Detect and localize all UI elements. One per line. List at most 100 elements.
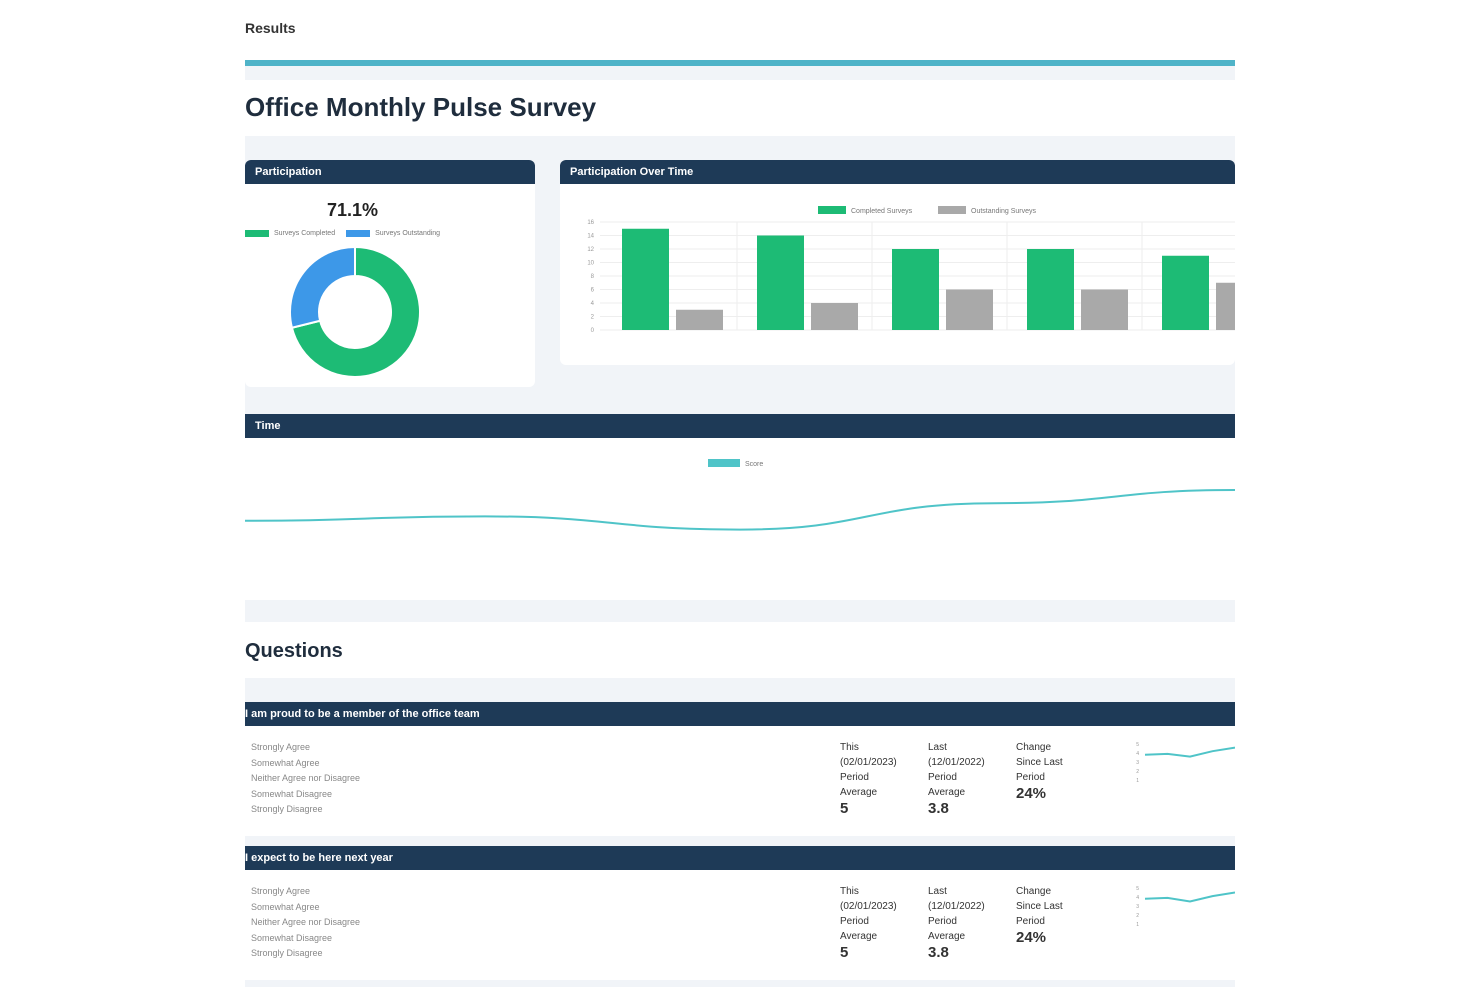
bar-legend: Completed Surveys Outstanding Surveys (818, 206, 1036, 215)
y-tick-label: 4 (1136, 895, 1139, 901)
change-value: 24% (1016, 929, 1047, 946)
y-tick-label: 14 (587, 234, 594, 240)
stat-label: Period (928, 916, 957, 927)
stat-label: Change (1016, 742, 1052, 753)
participation-header: Participation (245, 160, 535, 184)
stat-label: Period (928, 772, 957, 783)
sparkline-series (1144, 891, 1235, 903)
bar (811, 303, 858, 330)
stat-label: Since Last (1016, 757, 1063, 768)
y-tick-label: 1 (1136, 778, 1139, 784)
bar (1162, 255, 1209, 330)
question-card: I am proud to be a member of the office … (245, 702, 1235, 836)
question-header: I expect to be here next year (245, 846, 1235, 870)
stat-label: (12/01/2022) (928, 901, 985, 912)
this-period-stat: This (02/01/2023) Period Average 5 (840, 884, 920, 961)
participation-bar-chart: Completed Surveys Outstanding Surveys 0 2 4 6… (587, 206, 1235, 334)
accent-divider (245, 60, 1235, 66)
answer-option: Strongly Agree (251, 742, 311, 752)
stat-label: Change (1016, 886, 1052, 897)
legend-label-outstanding: Surveys Outstanding (375, 230, 441, 237)
y-tick-label: 4 (591, 301, 595, 307)
breadcrumb[interactable]: Results (245, 20, 296, 36)
bar (892, 249, 939, 330)
this-period-stat: This (02/01/2023) Period Average 5 (840, 740, 920, 817)
over-time-header: Time (245, 414, 1235, 438)
stat-label: Average (928, 787, 966, 798)
this-period-value: 5 (840, 800, 849, 817)
legend-swatch (938, 206, 966, 214)
stat-label: Period (1016, 772, 1045, 783)
answer-options: Strongly Agree Somewhat Agree Neither Ag… (251, 884, 360, 962)
answer-option: Neither Agree nor Disagree (251, 917, 361, 927)
legend-swatch-outstanding (346, 230, 371, 237)
change-value: 24% (1016, 785, 1047, 802)
questions-title: Questions (245, 640, 343, 662)
participation-percent: 71.1% (327, 200, 379, 220)
bar (1216, 282, 1235, 330)
change-stat: Change Since Last Period 24% (1016, 884, 1096, 946)
y-tick-label: 5 (1136, 742, 1139, 748)
y-tick-label: 3 (1136, 904, 1139, 910)
stat-label: Since Last (1016, 901, 1063, 912)
stat-label: Last (928, 886, 947, 897)
questions-title-card: Questions (245, 622, 1235, 678)
stat-label: Last (928, 742, 947, 753)
change-stat: Change Since Last Period 24% (1016, 740, 1096, 802)
answer-option: Somewhat Disagree (251, 788, 333, 799)
stat-label: Period (840, 772, 869, 783)
bar (622, 228, 669, 330)
score-series-line (245, 489, 1235, 531)
y-tick-label: 16 (587, 220, 594, 226)
y-tick-label: 2 (1136, 769, 1139, 775)
dashboard-app: Results Office Monthly Pulse Survey Part… (245, 0, 1235, 987)
last-period-value: 3.8 (928, 800, 949, 817)
participation-card: Participation 71.1% Surveys Completed Su… (245, 160, 535, 387)
question-trend-sparkline: 1 2 3 4 5 (1136, 742, 1235, 784)
participation-legend: Surveys Completed Surveys Outstanding (245, 230, 440, 237)
y-tick-label: 6 (591, 288, 595, 294)
stat-label: Period (1016, 916, 1045, 927)
sparkline-series (1144, 746, 1235, 758)
this-period-value: 5 (840, 944, 849, 961)
y-tick-label: 8 (591, 274, 595, 280)
question-card: I expect to be here next year Strongly A… (245, 846, 1235, 980)
participation-over-time-header: Participation Over Time (560, 160, 1235, 184)
stat-label: (12/01/2022) (928, 757, 985, 768)
stat-label: Average (840, 931, 878, 942)
answer-option: Somewhat Agree (251, 901, 320, 912)
legend-swatch-completed (245, 230, 269, 237)
stat-label: Period (840, 916, 869, 927)
answer-option: Somewhat Disagree (251, 932, 333, 943)
last-period-value: 3.8 (928, 944, 949, 961)
last-period-stat: Last (12/01/2022) Period Average 3.8 (928, 740, 1008, 817)
y-tick-label: 2 (591, 315, 595, 321)
legend-swatch (818, 206, 846, 214)
y-tick-label: 5 (1136, 886, 1139, 892)
legend-label: Completed Surveys (851, 208, 913, 215)
stat-label: (02/01/2023) (840, 757, 897, 768)
y-tick-label: 2 (1136, 913, 1139, 919)
y-tick-label: 4 (1136, 751, 1139, 757)
score-line-chart: Score (245, 459, 1235, 531)
answer-option: Strongly Agree (251, 886, 311, 896)
top-bar: Results (245, 0, 1235, 60)
participation-over-time-card: Participation Over Time Completed Survey… (560, 160, 1235, 365)
stat-label: Average (928, 931, 966, 942)
answer-option: Strongly Disagree (251, 948, 323, 958)
over-time-card: Time Score (245, 414, 1235, 600)
legend-swatch (708, 459, 740, 467)
answer-options: Strongly Agree Somewhat Agree Neither Ag… (251, 740, 360, 818)
bar (946, 289, 993, 330)
stat-label: Average (840, 787, 878, 798)
stat-label: (02/01/2023) (840, 901, 897, 912)
bar (676, 309, 723, 330)
bar (1081, 289, 1128, 330)
y-tick-label: 1 (1136, 922, 1139, 928)
bar (757, 235, 804, 330)
title-card: Office Monthly Pulse Survey (245, 80, 1235, 136)
y-tick-label: 10 (587, 261, 594, 267)
answer-option: Neither Agree nor Disagree (251, 773, 361, 783)
stat-label: This (840, 886, 859, 897)
question-trend-sparkline: 1 2 3 4 5 (1136, 886, 1235, 928)
